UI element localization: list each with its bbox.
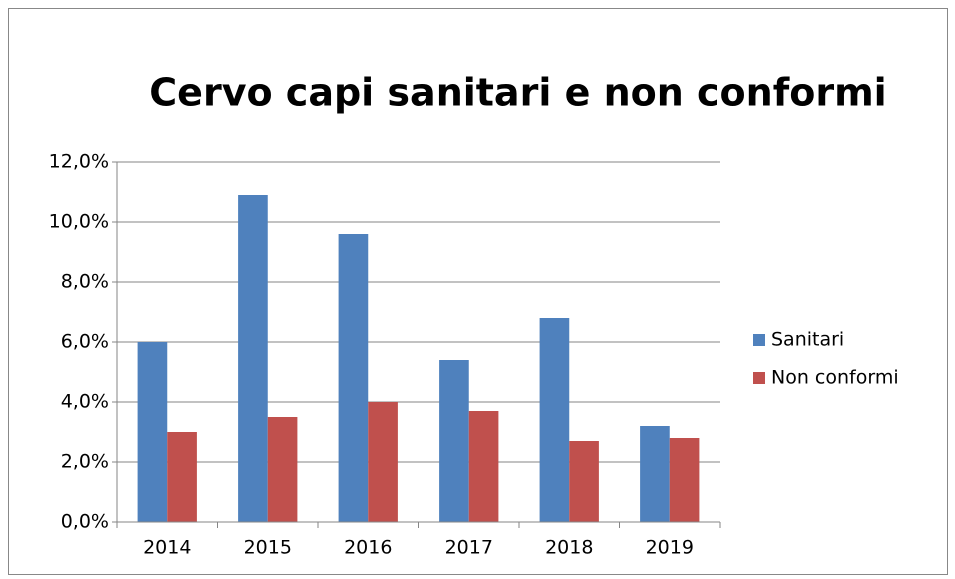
chart-title: Cervo capi sanitari e non conformi xyxy=(149,71,886,115)
bar xyxy=(167,432,197,522)
bar xyxy=(368,402,398,522)
y-tick-label: 4,0% xyxy=(61,391,109,413)
x-tick-label: 2017 xyxy=(445,537,493,559)
bar xyxy=(468,411,499,522)
x-tick-label: 2015 xyxy=(244,537,292,559)
bar xyxy=(267,417,298,522)
legend-swatch xyxy=(753,334,765,346)
bar xyxy=(238,195,268,522)
legend-label: Non conformi xyxy=(771,367,899,389)
x-tick-label: 2016 xyxy=(344,537,392,559)
bar xyxy=(338,234,369,522)
bar xyxy=(569,441,599,522)
x-tick-label: 2018 xyxy=(545,537,593,559)
y-tick-label: 10,0% xyxy=(49,211,109,233)
x-tick-label: 2019 xyxy=(646,537,694,559)
bar xyxy=(539,318,570,522)
y-tick-label: 6,0% xyxy=(61,331,109,353)
bar xyxy=(439,360,469,522)
legend-label: Sanitari xyxy=(771,329,844,351)
bar xyxy=(640,426,670,522)
y-tick-label: 0,0% xyxy=(61,511,109,533)
y-tick-label: 8,0% xyxy=(61,271,109,293)
y-tick-label: 12,0% xyxy=(49,151,109,173)
legend-swatch xyxy=(753,372,765,384)
y-tick-label: 2,0% xyxy=(61,451,109,473)
bar xyxy=(137,342,168,522)
bar xyxy=(669,438,700,522)
x-tick-label: 2014 xyxy=(143,537,191,559)
